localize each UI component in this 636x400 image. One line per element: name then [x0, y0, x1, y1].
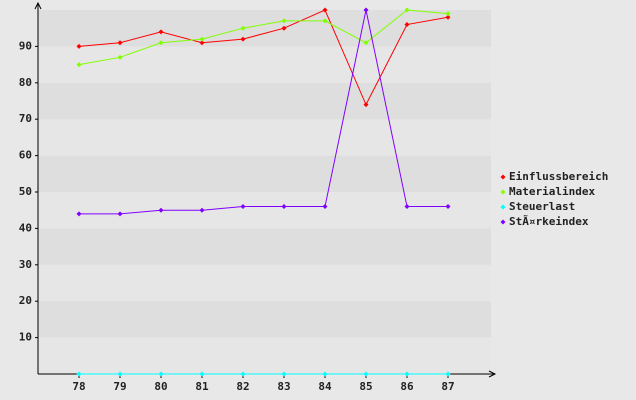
data-point [363, 102, 369, 108]
grid-band [38, 264, 491, 302]
legend-marker [500, 204, 506, 210]
x-tick-label: 78 [72, 380, 85, 393]
data-point [404, 371, 410, 377]
data-point [199, 371, 205, 377]
data-point [281, 204, 287, 210]
data-point [404, 22, 410, 28]
legend-marker [500, 174, 506, 180]
y-tick-label: 10 [19, 331, 32, 344]
y-tick-label: 90 [19, 39, 32, 52]
data-point [117, 211, 123, 217]
data-point [199, 36, 205, 42]
data-point [281, 18, 287, 24]
grid-band [38, 192, 491, 229]
y-tick-label: 70 [19, 112, 32, 125]
x-tick-label: 87 [441, 380, 454, 393]
data-point [322, 18, 328, 24]
data-point [240, 36, 246, 42]
data-point [199, 40, 205, 46]
data-point [240, 371, 246, 377]
x-tick-label: 82 [236, 380, 249, 393]
series-line [79, 9, 448, 215]
grid-band [38, 82, 491, 120]
x-tick-label: 84 [318, 380, 332, 393]
y-tick-label: 80 [19, 76, 32, 89]
y-axis-arrow [34, 1, 42, 10]
y-tick-label: 30 [19, 258, 32, 271]
data-point [281, 371, 287, 377]
legend-label: Steuerlast [509, 200, 575, 213]
data-point [322, 204, 328, 210]
grid-band [38, 46, 491, 83]
x-axis-arrow [488, 370, 497, 378]
x-tick-label: 81 [195, 380, 209, 393]
data-point [76, 43, 82, 49]
data-point [158, 29, 164, 35]
data-point [240, 25, 246, 31]
legend-label: Materialindex [509, 185, 595, 198]
data-point [445, 14, 451, 20]
legend-label: Einflussbereich [509, 170, 608, 183]
data-point [404, 7, 410, 13]
series-line [78, 9, 449, 66]
data-point [117, 54, 123, 60]
x-tick-label: 83 [277, 380, 290, 393]
data-point [240, 204, 246, 210]
grid-band [38, 337, 491, 374]
y-tick-label: 40 [19, 221, 32, 234]
data-point [76, 211, 82, 217]
x-tick-label: 86 [400, 380, 414, 393]
data-point [322, 7, 328, 13]
grid-band [38, 119, 491, 156]
grid-band [38, 155, 491, 192]
x-tick-label: 85 [359, 380, 372, 393]
data-point [363, 7, 369, 13]
legend-label: StÃ¤rkeindex [509, 215, 589, 228]
data-point [117, 371, 123, 377]
data-point [158, 40, 164, 46]
data-point [199, 207, 205, 213]
y-tick-label: 60 [19, 149, 32, 162]
data-point [281, 25, 287, 31]
data-point [117, 40, 123, 46]
data-point [76, 62, 82, 68]
data-point [76, 371, 82, 377]
data-point [404, 204, 410, 210]
grid-band [38, 10, 491, 47]
x-tick-label: 79 [113, 380, 126, 393]
x-tick-label: 80 [154, 380, 167, 393]
y-tick-label: 20 [19, 294, 32, 307]
data-point [158, 207, 164, 213]
data-point [445, 11, 451, 17]
data-point [363, 371, 369, 377]
grid-band [38, 301, 491, 338]
y-tick-label: 50 [19, 185, 32, 198]
data-point [322, 371, 328, 377]
data-point [445, 371, 451, 377]
data-point [363, 40, 369, 46]
data-point [445, 204, 451, 210]
grid-band [38, 228, 491, 265]
data-point [158, 371, 164, 377]
legend-marker [500, 189, 506, 195]
legend-marker [500, 219, 506, 225]
series-line [78, 9, 449, 106]
